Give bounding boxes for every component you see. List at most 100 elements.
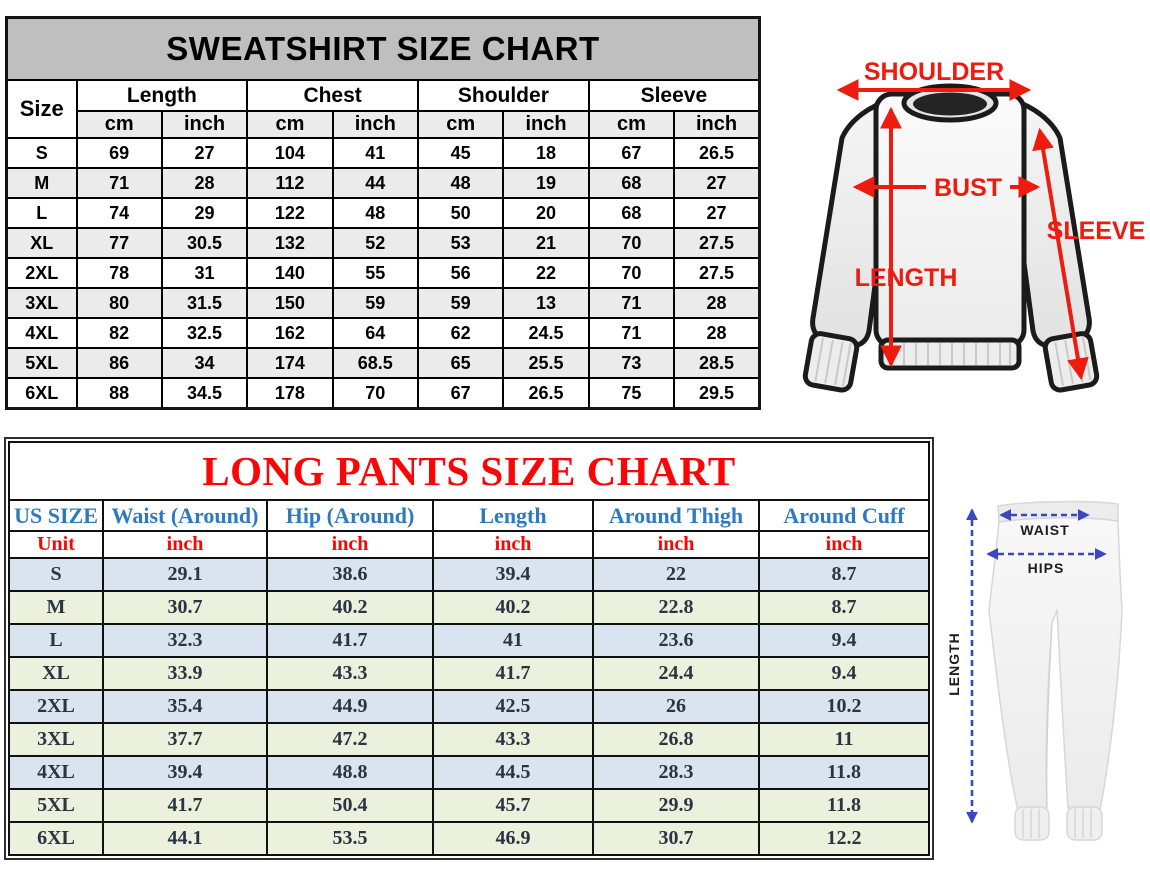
value-cell: 74 (75, 197, 163, 229)
pants-unit-row: Unit inch inch inch inch inch (8, 530, 930, 559)
value-cell: 67 (587, 137, 676, 169)
pants-chart-title: LONG PANTS SIZE CHART (8, 441, 930, 501)
value-cell: 112 (246, 167, 334, 199)
value-cell: 48.8 (266, 755, 434, 790)
value-cell: 32.3 (102, 623, 268, 658)
value-cell: 70 (331, 377, 420, 410)
value-cell: 73 (587, 347, 676, 379)
size-cell: 3XL (5, 287, 78, 319)
pants-title-row: LONG PANTS SIZE CHART (8, 441, 930, 501)
value-cell: 10.2 (758, 689, 930, 724)
column-group-header: Sleeve (587, 79, 761, 112)
value-cell: 40.2 (266, 590, 434, 625)
value-cell: 174 (246, 347, 334, 379)
shoulder-label: SHOULDER (864, 58, 1004, 86)
value-cell: 26 (592, 689, 760, 724)
size-cell: M (5, 167, 78, 199)
hips-label: HIPS (1028, 560, 1065, 576)
value-cell: 13 (502, 287, 590, 319)
size-cell: 4XL (5, 317, 78, 349)
value-cell: 48 (331, 197, 420, 229)
value-cell: 88 (75, 377, 163, 410)
value-cell: 40.2 (432, 590, 594, 625)
pants-header-row: US SIZE Waist (Around) Hip (Around) Length A… (8, 499, 930, 532)
pants-length-label: LENGTH (946, 632, 962, 696)
value-cell: 26.5 (502, 377, 590, 410)
column-group-header: Chest (246, 79, 419, 112)
value-cell: 43.3 (432, 722, 594, 757)
value-cell: 28 (673, 287, 761, 319)
sweatshirt-left-cuff (802, 331, 860, 393)
value-cell: 77 (75, 227, 163, 259)
value-cell: 19 (502, 167, 590, 199)
value-cell: 28 (160, 167, 249, 199)
unit-cell: inch (102, 530, 268, 559)
table-row: 2XL 78 31 140 55 56 22 70 27.5 (5, 257, 761, 289)
value-cell: 55 (331, 257, 420, 289)
value-cell: 27 (673, 167, 761, 199)
value-cell: 43.3 (266, 656, 434, 691)
value-cell: 34.5 (160, 377, 249, 410)
value-cell: 140 (246, 257, 334, 289)
table-row: 4XL 39.4 48.8 44.5 28.3 11.8 (8, 755, 930, 790)
table-row: 6XL 88 34.5 178 70 67 26.5 75 29.5 (5, 377, 761, 410)
value-cell: 39.4 (432, 557, 594, 592)
value-cell: 35.4 (102, 689, 268, 724)
value-cell: 31 (160, 257, 249, 289)
value-cell: 44 (331, 167, 420, 199)
value-cell: 42.5 (432, 689, 594, 724)
value-cell: 59 (416, 287, 505, 319)
value-cell: 150 (246, 287, 334, 319)
table-row: 3XL 80 31.5 150 59 59 13 71 28 (5, 287, 761, 319)
value-cell: 78 (75, 257, 163, 289)
column-header: Waist (Around) (102, 499, 268, 532)
pants-left-cuff (1014, 806, 1050, 841)
value-cell: 29 (160, 197, 249, 229)
value-cell: 70 (587, 257, 676, 289)
value-cell: 82 (75, 317, 163, 349)
size-column-header: Size (5, 79, 78, 139)
table-row: M 30.7 40.2 40.2 22.8 8.7 (8, 590, 930, 625)
table-row: XL 33.9 43.3 41.7 24.4 9.4 (8, 656, 930, 691)
value-cell: 33.9 (102, 656, 268, 691)
sweatshirt-hem (878, 337, 1022, 371)
size-cell: 6XL (5, 377, 78, 410)
value-cell: 44.9 (266, 689, 434, 724)
value-cell: 28 (673, 317, 761, 349)
column-group-header: Length (75, 79, 249, 112)
value-cell: 67 (416, 377, 505, 410)
size-cell: S (8, 557, 104, 592)
unit-cell: inch (432, 530, 594, 559)
size-cell: XL (5, 227, 78, 259)
value-cell: 41.7 (102, 788, 268, 823)
value-cell: 50.4 (266, 788, 434, 823)
size-cell: 5XL (5, 347, 78, 379)
unit-cell: inch (758, 530, 930, 559)
value-cell: 41 (331, 137, 420, 169)
value-cell: 27 (673, 197, 761, 229)
sleeve-measure-arrow (1032, 127, 1089, 381)
table-row: S 29.1 38.6 39.4 22 8.7 (8, 557, 930, 592)
pants-right-cuff (1066, 806, 1103, 841)
table-row: 2XL 35.4 44.9 42.5 26 10.2 (8, 689, 930, 724)
sweatshirt-size-table: SWEATSHIRT SIZE CHART Size Length Chest Sho… (5, 16, 761, 410)
column-header: US SIZE (8, 499, 104, 532)
value-cell: 86 (75, 347, 163, 379)
value-cell: 59 (331, 287, 420, 319)
value-cell: 62 (416, 317, 505, 349)
pants-size-table: LONG PANTS SIZE CHART US SIZE Waist (Arou… (8, 441, 930, 856)
value-cell: 29.5 (673, 377, 761, 410)
sweatshirt-unit-header-row: cm inch cm inch cm inch cm inch (7, 110, 761, 139)
sweatshirt-right-cuff (1042, 331, 1100, 393)
sweatshirt-collar-opening (913, 92, 987, 116)
value-cell: 68 (587, 167, 676, 199)
waist-label: WAIST (1020, 522, 1069, 538)
value-cell: 122 (246, 197, 334, 229)
unit-header: cm (246, 110, 334, 139)
table-row: 5XL 41.7 50.4 45.7 29.9 11.8 (8, 788, 930, 823)
value-cell: 132 (246, 227, 334, 259)
unit-header: cm (75, 110, 163, 139)
column-header: Hip (Around) (266, 499, 434, 532)
value-cell: 26.8 (592, 722, 760, 757)
value-cell: 11.8 (758, 755, 930, 790)
